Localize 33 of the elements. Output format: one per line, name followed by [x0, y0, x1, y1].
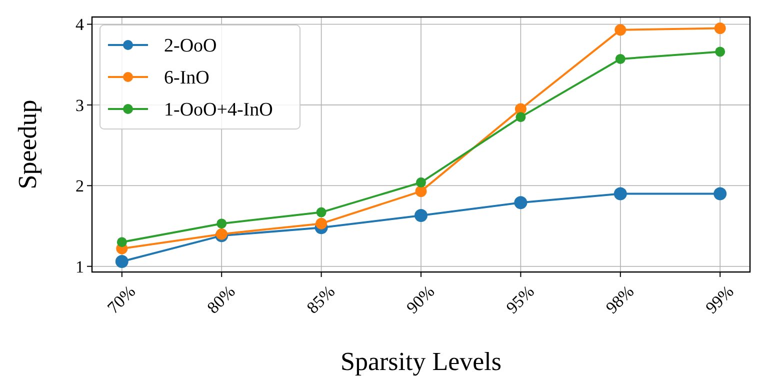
point	[416, 177, 426, 188]
y-tick-label: 4	[76, 15, 84, 34]
point	[514, 196, 528, 210]
point	[414, 209, 428, 222]
point	[316, 218, 328, 230]
y-axis-title: Speedup	[13, 100, 42, 190]
x-tick-label: 98%	[602, 282, 638, 318]
point	[614, 24, 626, 36]
x-tick-label: 90%	[402, 282, 438, 318]
point	[216, 228, 228, 240]
x-tick-label: 80%	[203, 282, 239, 318]
x-tick-label: 95%	[502, 282, 538, 318]
point	[715, 46, 726, 57]
y-tick-label: 3	[76, 96, 84, 115]
point	[115, 255, 128, 268]
point	[714, 22, 726, 34]
y-tick-label: 1	[76, 257, 84, 276]
point	[316, 207, 326, 218]
point	[216, 218, 227, 229]
point	[615, 54, 626, 64]
point	[415, 186, 427, 198]
x-axis-title: Sparsity Levels	[340, 347, 502, 376]
x-tick-label: 70%	[104, 282, 140, 318]
x-tick-label: 85%	[303, 282, 339, 318]
x-tick-label: 99%	[702, 282, 738, 318]
legend-label: 6-InO	[164, 68, 210, 89]
legend-label: 2-OoO	[164, 36, 217, 57]
y-tick-label: 2	[76, 176, 84, 196]
point	[614, 187, 627, 200]
legend-label: 1-OoO+4-InO	[164, 100, 273, 121]
point	[116, 237, 127, 248]
point	[516, 112, 526, 122]
point	[714, 187, 727, 200]
